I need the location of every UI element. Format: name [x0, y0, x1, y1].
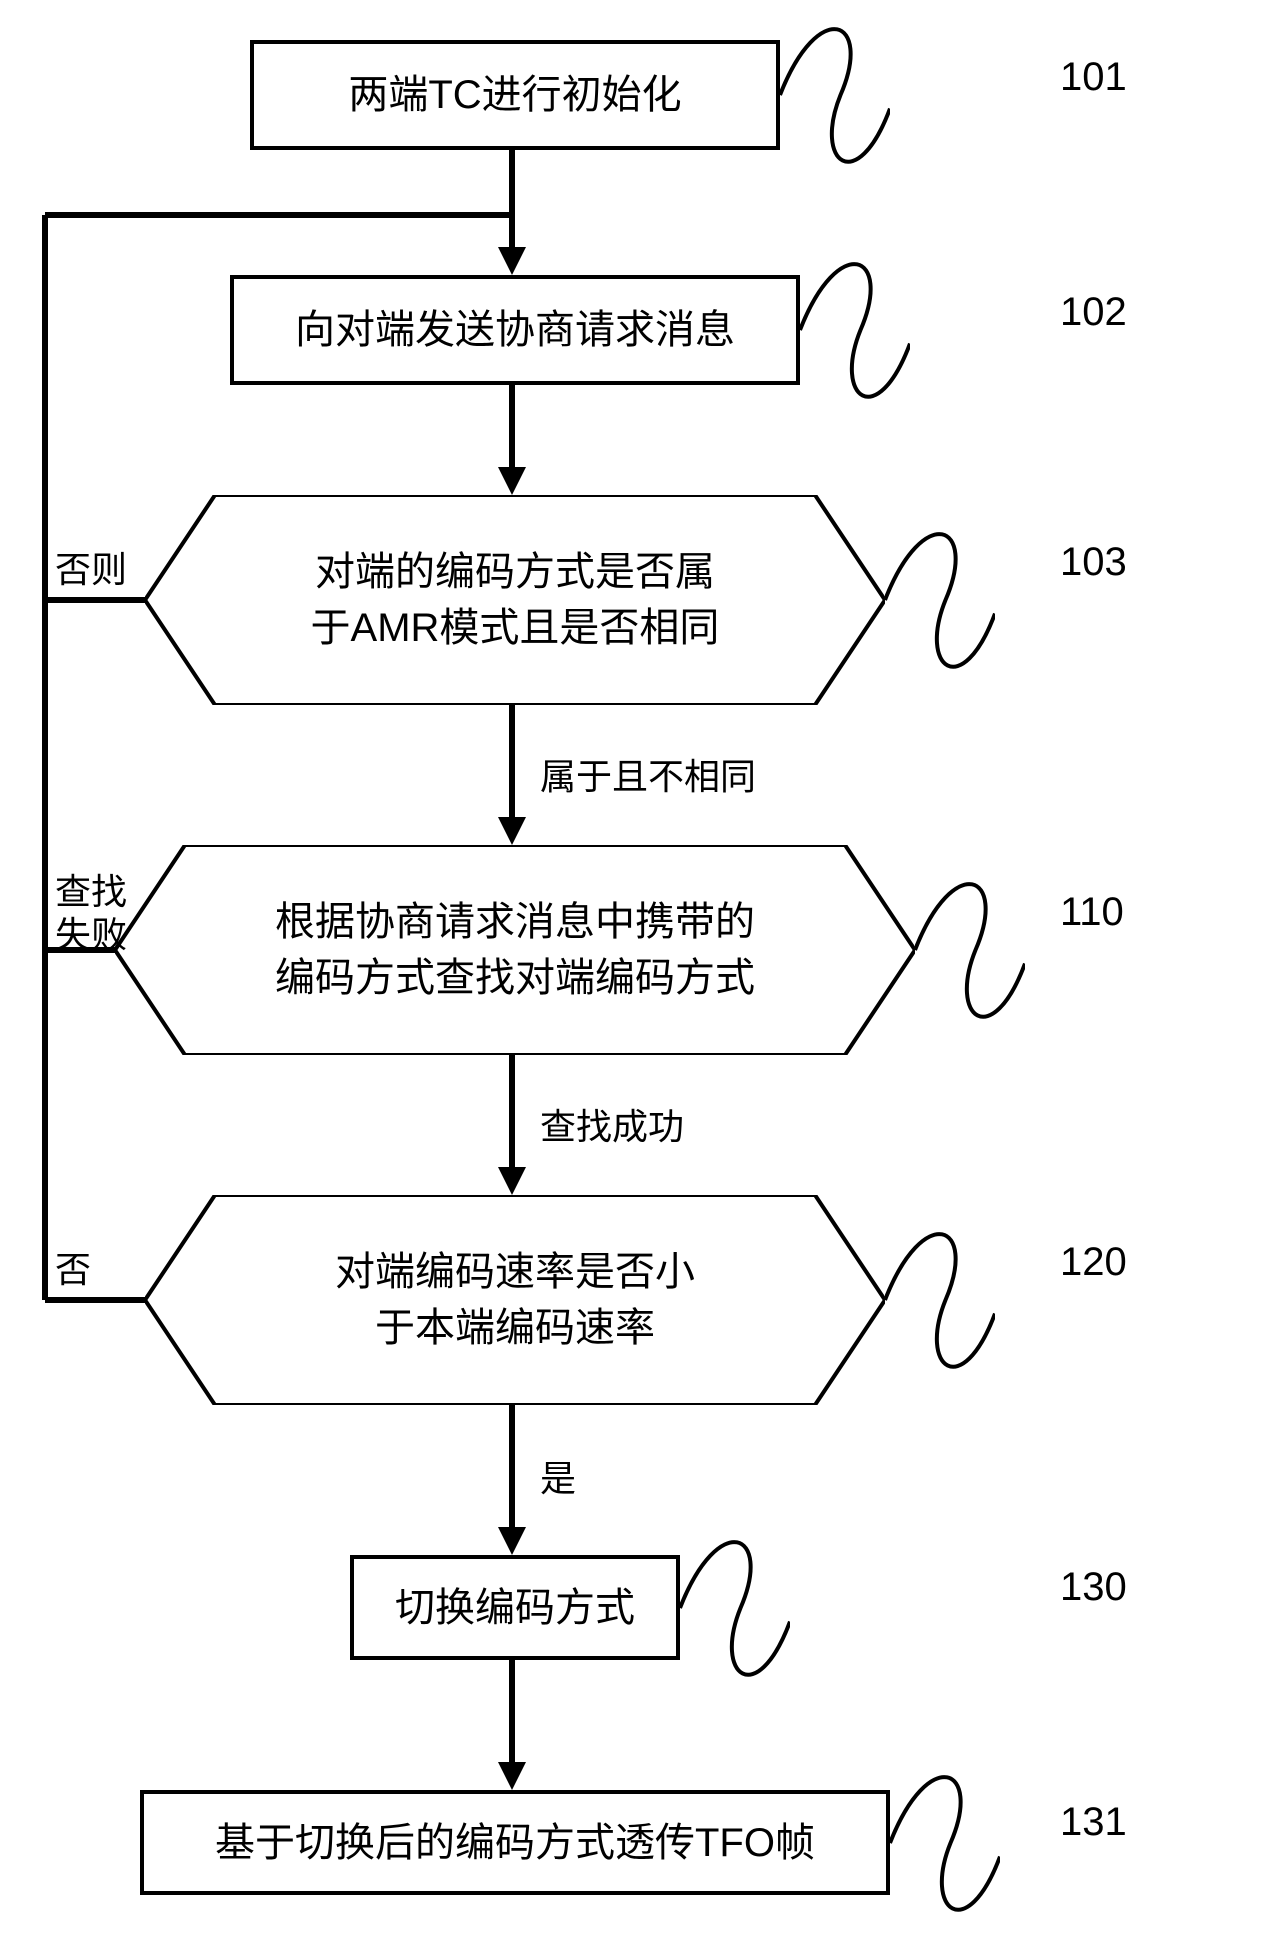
connector-wave	[885, 1215, 995, 1385]
flow-node-text: 向对端发送协商请求消息	[295, 302, 735, 358]
edge-line	[45, 212, 512, 218]
edge-line	[509, 1660, 515, 1762]
edge-arrowhead	[498, 1762, 526, 1790]
edge-line	[45, 1297, 145, 1303]
flow-node-n102: 向对端发送协商请求消息	[230, 275, 800, 385]
edge-line	[509, 385, 515, 467]
flow-node-text: 基于切换后的编码方式透传TFO帧	[215, 1815, 815, 1871]
connector-wave	[915, 865, 1025, 1035]
edge-line	[45, 597, 145, 603]
edge-line	[509, 1405, 515, 1527]
flow-node-n131: 基于切换后的编码方式透传TFO帧	[140, 1790, 890, 1895]
flow-node-text: 两端TC进行初始化	[348, 67, 681, 123]
flow-decision-n103: 对端的编码方式是否属于AMR模式且是否相同	[145, 495, 885, 705]
edge-arrowhead	[498, 1527, 526, 1555]
flow-decision-n110: 根据协商请求消息中携带的编码方式查找对端编码方式	[115, 845, 915, 1055]
edge-arrowhead	[498, 247, 526, 275]
connector-wave	[800, 245, 910, 415]
flow-node-n130: 切换编码方式	[350, 1555, 680, 1660]
step-number-label: 103	[1060, 540, 1127, 585]
connector-wave	[885, 515, 995, 685]
edge-arrowhead	[498, 817, 526, 845]
flowchart-canvas: 两端TC进行初始化 101 向对端发送协商请求消息 102 对端的编码方式是否属于…	[0, 0, 1281, 1930]
step-number-label: 102	[1060, 290, 1127, 335]
edge-label: 是	[540, 1450, 576, 1502]
flow-decision-n120: 对端编码速率是否小于本端编码速率	[145, 1195, 885, 1405]
edge-label: 查找失败	[55, 870, 127, 956]
step-number-label: 101	[1060, 55, 1127, 100]
step-number-label: 110	[1060, 890, 1124, 935]
edge-label: 否	[55, 1248, 91, 1291]
connector-wave	[680, 1523, 790, 1693]
edge-line	[509, 1055, 515, 1167]
flow-node-text: 对端的编码方式是否属于AMR模式且是否相同	[145, 495, 885, 705]
edge-arrowhead	[498, 467, 526, 495]
edge-label: 属于且不相同	[540, 748, 756, 800]
connector-wave	[780, 10, 890, 180]
edge-line	[42, 215, 48, 1300]
edge-line	[509, 705, 515, 817]
flow-node-text: 对端编码速率是否小于本端编码速率	[145, 1195, 885, 1405]
flow-node-n101: 两端TC进行初始化	[250, 40, 780, 150]
step-number-label: 130	[1060, 1565, 1127, 1610]
edge-label: 查找成功	[540, 1098, 684, 1150]
connector-wave	[890, 1758, 1000, 1928]
edge-arrowhead	[498, 1167, 526, 1195]
flow-node-text: 切换编码方式	[395, 1580, 635, 1636]
edge-label: 否则	[55, 548, 127, 591]
step-number-label: 131	[1060, 1800, 1127, 1845]
edge-line	[509, 215, 515, 247]
flow-node-text: 根据协商请求消息中携带的编码方式查找对端编码方式	[115, 845, 915, 1055]
step-number-label: 120	[1060, 1240, 1127, 1285]
